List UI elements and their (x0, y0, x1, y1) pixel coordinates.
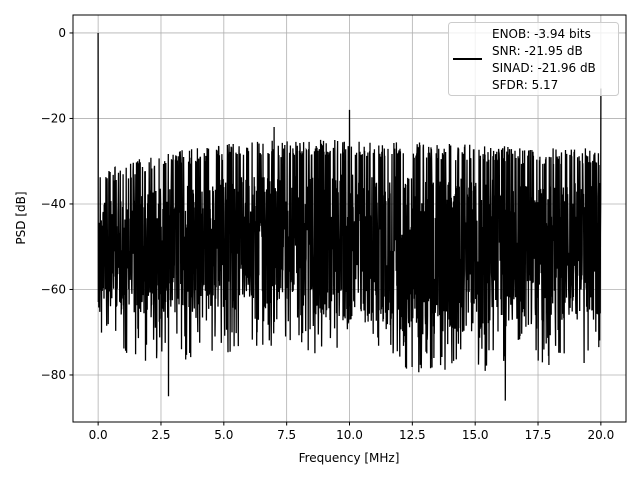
legend-box (448, 22, 619, 96)
x-tick-label: 2.5 (151, 428, 170, 442)
x-tick-label: 5.0 (214, 428, 233, 442)
y-tick-label: −20 (41, 111, 66, 125)
legend-sinad: SINAD: -21.96 dB (492, 61, 596, 75)
y-tick-label: −80 (41, 368, 66, 382)
x-tick-label: 12.5 (399, 428, 426, 442)
psd-line (97, 32, 602, 401)
y-axis-label: PSD [dB] (14, 191, 28, 244)
x-tick-label: 17.5 (525, 428, 552, 442)
legend-sfdr: SFDR: 5.17 (492, 78, 558, 92)
x-axis-label: Frequency [MHz] (299, 451, 400, 465)
y-tick-label: 0 (58, 26, 66, 40)
x-tick-label: 7.5 (277, 428, 296, 442)
x-tick-label: 10.0 (336, 428, 363, 442)
x-tick-label: 0.0 (89, 428, 108, 442)
x-tick-label: 20.0 (588, 428, 615, 442)
x-tick-label: 15.0 (462, 428, 489, 442)
legend-enob: ENOB: -3.94 bits (492, 27, 591, 41)
y-tick-label: −60 (41, 282, 66, 296)
legend: ENOB: -3.94 bits SNR: -21.95 dB SINAD: -… (448, 22, 619, 96)
legend-snr: SNR: -21.95 dB (492, 44, 583, 58)
y-tick-label: −40 (41, 197, 66, 211)
